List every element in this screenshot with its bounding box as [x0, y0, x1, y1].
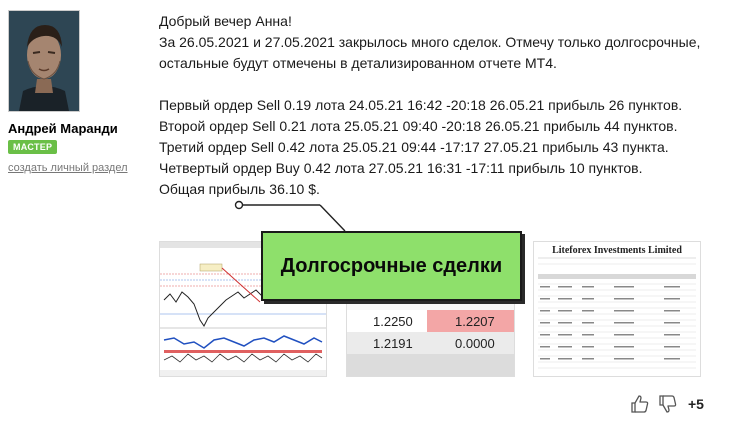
quote-bid: 1.2191	[373, 336, 413, 351]
thumbs-down-icon[interactable]	[658, 394, 678, 414]
reactions-bar: +5	[630, 393, 704, 415]
rating-score: +5	[688, 396, 704, 412]
order-line: Четвертый ордер Buy 0.42 лота 27.05.21 1…	[159, 160, 643, 176]
quote-ask: 0.0000	[455, 336, 495, 351]
create-personal-section-link[interactable]: создать личный раздел	[8, 162, 128, 174]
order-line: Первый ордер Sell 0.19 лота 24.05.21 16:…	[159, 97, 683, 113]
rank-badge: МАСТЕР	[8, 140, 58, 154]
author-name[interactable]: Андрей Маранди	[8, 121, 118, 136]
avatar[interactable]	[8, 10, 80, 112]
report-screenshot-thumbnail[interactable]: Liteforex Investments Limited	[533, 241, 701, 377]
long-term-trades-callout: Долгосрочные сделки	[261, 231, 522, 301]
author-panel: Андрей Маранди МАСТЕР создать личный раз…	[8, 10, 128, 174]
quote-ask: 1.2207	[455, 314, 495, 329]
message-line: За 26.05.2021 и 27.05.2021 закрылось мно…	[159, 34, 701, 50]
message-line: остальные будут отмечены в детализирован…	[159, 55, 557, 71]
greeting-line: Добрый вечер Анна!	[159, 13, 292, 29]
message-body: Добрый вечер Анна! За 26.05.2021 и 27.05…	[159, 11, 719, 200]
thumbs-up-icon[interactable]	[630, 394, 650, 414]
report-title: Liteforex Investments Limited	[552, 245, 682, 256]
quote-bid: 1.2250	[373, 314, 413, 329]
total-profit-line: Общая прибыль 36.10 $.	[159, 181, 320, 197]
order-line: Второй ордер Sell 0.21 лота 25.05.21 09:…	[159, 118, 678, 134]
order-line: Третий ордер Sell 0.42 лота 25.05.21 09:…	[159, 139, 669, 155]
